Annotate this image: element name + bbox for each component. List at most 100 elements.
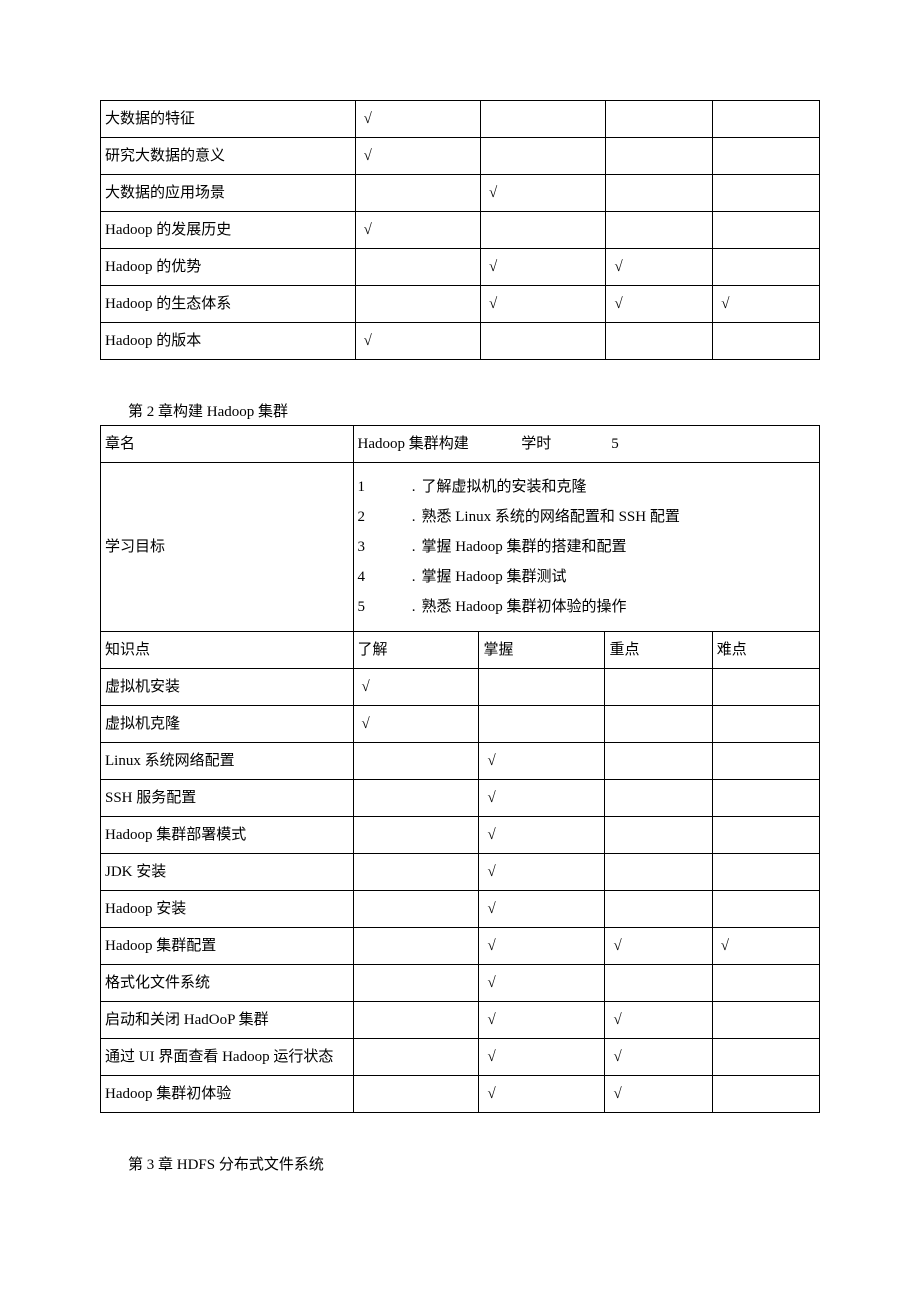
chapter2-header-value: Hadoop 集群构建 学时 5 (353, 426, 820, 463)
topic-cell: 大数据的应用场景 (101, 175, 356, 212)
check-cell (605, 706, 712, 743)
check-cell (713, 249, 820, 286)
check-cell: √ (479, 854, 605, 891)
col-c4-header: 难点 (712, 632, 819, 669)
objectives-cell: 1.了解虚拟机的安装和克隆2.熟悉 Linux 系统的网络配置和 SSH 配置3… (353, 463, 820, 632)
objective-item: 5.熟悉 Hadoop 集群初体验的操作 (358, 595, 816, 619)
check-cell (606, 323, 713, 360)
check-cell (481, 212, 606, 249)
check-cell: √ (479, 928, 605, 965)
objective-dot: . (376, 535, 422, 559)
check-cell (355, 286, 480, 323)
objectives-label: 学习目标 (101, 463, 354, 632)
check-cell (605, 817, 712, 854)
check-cell (606, 101, 713, 138)
check-cell: √ (712, 928, 819, 965)
check-cell: √ (355, 212, 480, 249)
col-c2-header: 掌握 (479, 632, 605, 669)
check-cell (605, 891, 712, 928)
check-cell (605, 854, 712, 891)
check-cell: √ (355, 138, 480, 175)
topic-cell: 大数据的特征 (101, 101, 356, 138)
check-cell: √ (353, 706, 479, 743)
check-cell (353, 780, 479, 817)
objective-item: 1.了解虚拟机的安装和克隆 (358, 475, 816, 499)
check-cell (481, 138, 606, 175)
check-cell (606, 175, 713, 212)
check-cell (713, 138, 820, 175)
check-cell (353, 928, 479, 965)
objective-number: 5 (358, 595, 376, 619)
check-cell (481, 323, 606, 360)
objective-number: 1 (358, 475, 376, 499)
objective-text: 了解虚拟机的安装和克隆 (422, 475, 816, 499)
check-cell (355, 175, 480, 212)
chapter-value: Hadoop 集群构建 (358, 432, 518, 456)
check-cell: √ (479, 1039, 605, 1076)
table-row: 格式化文件系统√ (101, 965, 820, 1002)
check-cell (712, 780, 819, 817)
objective-number: 4 (358, 565, 376, 589)
check-cell (481, 101, 606, 138)
topic-cell: Hadoop 的生态体系 (101, 286, 356, 323)
objective-dot: . (376, 595, 422, 619)
check-cell (713, 323, 820, 360)
check-cell (353, 817, 479, 854)
objective-number: 2 (358, 505, 376, 529)
check-cell (712, 965, 819, 1002)
check-cell (712, 706, 819, 743)
check-cell: √ (479, 891, 605, 928)
objective-text: 熟悉 Linux 系统的网络配置和 SSH 配置 (422, 505, 816, 529)
check-cell (606, 212, 713, 249)
check-cell: √ (606, 286, 713, 323)
check-cell (605, 669, 712, 706)
topic-cell: 通过 UI 界面查看 Hadoop 运行状态 (101, 1039, 354, 1076)
table-row: Hadoop 集群配置√√√ (101, 928, 820, 965)
table-row: 虚拟机克隆√ (101, 706, 820, 743)
check-cell (712, 1039, 819, 1076)
topic-cell: JDK 安装 (101, 854, 354, 891)
table-row: JDK 安装 √ (101, 854, 820, 891)
topic-cell: 格式化文件系统 (101, 965, 354, 1002)
chapter2-header-row: 章名 Hadoop 集群构建 学时 5 (101, 426, 820, 463)
table-row: 研究大数据的意义√ (101, 138, 820, 175)
check-cell (353, 891, 479, 928)
check-cell (605, 965, 712, 1002)
col-c3-header: 重点 (605, 632, 712, 669)
check-cell (712, 854, 819, 891)
topic-cell: Hadoop 的版本 (101, 323, 356, 360)
chapter3-caption: 第 3 章 HDFS 分布式文件系统 (128, 1153, 820, 1174)
check-cell (713, 101, 820, 138)
chapter2-objectives-row: 学习目标 1.了解虚拟机的安装和克隆2.熟悉 Linux 系统的网络配置和 SS… (101, 463, 820, 632)
topic-cell: 虚拟机安装 (101, 669, 354, 706)
check-cell (353, 1039, 479, 1076)
table-row: 大数据的应用场景√ (101, 175, 820, 212)
check-cell: √ (605, 1076, 712, 1113)
check-cell (353, 965, 479, 1002)
objective-dot: . (376, 475, 422, 499)
objective-item: 2.熟悉 Linux 系统的网络配置和 SSH 配置 (358, 505, 816, 529)
check-cell: √ (713, 286, 820, 323)
check-cell: √ (479, 1002, 605, 1039)
check-cell (605, 743, 712, 780)
table-row: Hadoop 的生态体系√√√ (101, 286, 820, 323)
table-row: 虚拟机安装√ (101, 669, 820, 706)
topic-cell: Hadoop 集群部署模式 (101, 817, 354, 854)
table-row: 大数据的特征√ (101, 101, 820, 138)
table-row: 启动和关闭 HadOoP 集群√√ (101, 1002, 820, 1039)
label-hours: 学时 (521, 432, 591, 456)
topic-cell: Hadoop 的优势 (101, 249, 356, 286)
check-cell: √ (605, 1039, 712, 1076)
check-cell: √ (479, 1076, 605, 1113)
table-row: Hadoop 的版本√ (101, 323, 820, 360)
check-cell: √ (353, 669, 479, 706)
check-cell (713, 212, 820, 249)
table-row: SSH 服务配置√ (101, 780, 820, 817)
check-cell (605, 780, 712, 817)
check-cell (353, 1076, 479, 1113)
check-cell (606, 138, 713, 175)
table-row: Linux 系统网络配置√ (101, 743, 820, 780)
topic-cell: SSH 服务配置 (101, 780, 354, 817)
table-row: Hadoop 的优势√√ (101, 249, 820, 286)
topic-cell: 虚拟机克隆 (101, 706, 354, 743)
